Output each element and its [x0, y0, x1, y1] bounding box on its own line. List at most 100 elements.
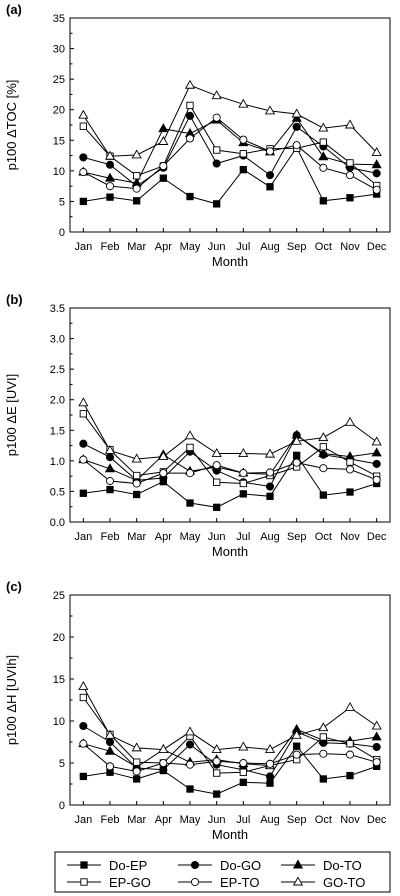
y-tick-label: 5	[59, 758, 65, 770]
legend-label: Do-EP	[109, 858, 147, 873]
data-point-GO-TO	[78, 397, 89, 407]
data-point-Do-EP	[133, 490, 141, 499]
data-point-GO-TO	[371, 147, 382, 156]
data-point-EP-TO	[132, 184, 141, 193]
series-line-EP-TO	[82, 459, 377, 485]
x-tick-label: Jun	[208, 241, 226, 253]
data-point-EP-TO	[132, 767, 141, 776]
data-point-Do-TO	[371, 731, 382, 741]
data-point-GO-TO	[264, 744, 276, 754]
data-point-Do-GO	[212, 159, 221, 168]
data-point-Do-EP	[186, 499, 194, 507]
data-point-Do-EP	[186, 192, 194, 201]
data-point-EP-TO	[79, 455, 88, 464]
panel-label: (a)	[6, 2, 22, 17]
y-tick-label: 0	[59, 800, 65, 812]
data-point-GO-TO	[238, 98, 249, 108]
data-point-GO-TO	[158, 135, 169, 145]
data-point-EP-TO	[292, 750, 301, 759]
data-point-EP-TO	[105, 762, 115, 771]
x-tick-label: Nov	[340, 531, 360, 543]
data-point-Do-EP	[239, 490, 247, 498]
data-point-GO-TO	[291, 435, 302, 445]
x-tick-label: Aug	[260, 814, 280, 826]
data-point-Do-EP	[213, 790, 221, 798]
data-point-Do-GO	[79, 439, 88, 448]
data-point-Do-EP	[319, 775, 327, 783]
data-point-EP-GO	[346, 159, 354, 167]
x-tick-label: Aug	[260, 531, 280, 543]
data-point-EP-TO	[212, 757, 221, 766]
y-tick-label: 10	[53, 166, 65, 178]
data-point-Do-EP	[159, 174, 167, 182]
data-point-EP-TO	[212, 113, 221, 122]
data-point-EP-TO	[372, 758, 381, 767]
data-point-EP-TO	[185, 469, 195, 478]
series-line-GO-TO	[82, 402, 377, 460]
series-line-EP-GO	[82, 697, 377, 774]
series-line-Do-GO	[83, 434, 377, 488]
data-point-GO-TO	[211, 448, 222, 457]
data-point-Do-GO	[372, 459, 381, 468]
x-tick-label: Jan	[74, 241, 92, 253]
y-tick-label: 1.5	[50, 425, 65, 437]
x-tick-label: Oct	[315, 814, 332, 826]
data-point-Do-EP	[319, 197, 327, 205]
data-point-EP-TO	[212, 461, 221, 470]
data-point-EP-GO	[79, 122, 87, 130]
y-tick-label: 3.0	[50, 334, 65, 346]
data-point-GO-TO	[104, 444, 116, 454]
x-tick-label: Aug	[260, 241, 280, 253]
data-point-Do-GO	[265, 772, 275, 781]
data-point-EP-GO	[213, 478, 221, 486]
y-axis-label: p100 ΔE [UVI]	[4, 374, 19, 456]
legend-marker	[292, 876, 304, 886]
y-tick-label: 25	[53, 74, 65, 86]
x-tick-label: Jun	[208, 814, 226, 826]
data-point-GO-TO	[184, 430, 196, 440]
x-tick-label: May	[180, 531, 201, 543]
y-tick-label: 35	[53, 13, 65, 25]
series-line-Do-TO	[83, 117, 377, 184]
plot-frame	[69, 17, 391, 233]
legend-label: EP-GO	[109, 875, 151, 890]
data-point-EP-GO	[346, 740, 354, 748]
legend-marker	[190, 877, 200, 887]
data-point-Do-GO	[185, 111, 195, 120]
data-point-Do-TO	[371, 159, 382, 169]
data-point-Do-EP	[133, 197, 141, 205]
data-point-EP-GO	[346, 458, 354, 466]
series-line-GO-TO	[82, 686, 377, 751]
data-point-EP-TO	[159, 758, 168, 768]
data-point-Do-GO	[265, 171, 275, 180]
data-point-GO-TO	[78, 109, 89, 119]
data-point-EP-TO	[239, 469, 248, 478]
data-point-Do-EP	[213, 200, 221, 208]
y-tick-label: 20	[53, 632, 65, 644]
data-point-Do-EP	[293, 451, 301, 460]
data-point-GO-TO	[184, 79, 196, 89]
data-point-GO-TO	[318, 722, 329, 732]
legend-label: EP-TO	[220, 875, 260, 890]
data-point-Do-EP	[239, 165, 247, 174]
x-axis-label: Month	[212, 254, 248, 269]
data-point-EP-TO	[292, 458, 301, 467]
x-tick-label: Dec	[367, 531, 387, 543]
data-point-EP-GO	[133, 172, 141, 180]
data-point-EP-TO	[79, 739, 88, 748]
data-point-EP-GO	[319, 443, 327, 451]
data-point-EP-TO	[345, 750, 355, 759]
data-point-EP-GO	[79, 693, 87, 702]
series-line-Do-EP	[83, 454, 377, 508]
data-point-EP-TO	[239, 758, 248, 768]
x-tick-label: Jul	[236, 531, 250, 543]
series-line-Do-EP	[83, 745, 377, 795]
legend-label: GO-TO	[323, 875, 365, 890]
data-point-Do-EP	[213, 503, 221, 511]
data-point-GO-TO	[104, 729, 116, 739]
y-tick-label: 1.0	[50, 456, 65, 468]
x-tick-label: Sep	[287, 814, 307, 826]
legend-label: Do-TO	[323, 858, 362, 873]
x-tick-label: Apr	[155, 814, 172, 826]
